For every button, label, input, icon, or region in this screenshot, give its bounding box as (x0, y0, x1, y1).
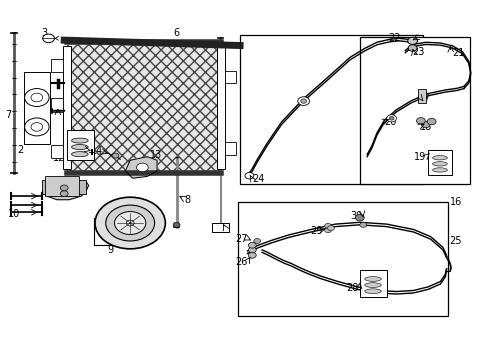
Text: 22: 22 (388, 33, 400, 43)
Text: 1: 1 (223, 225, 229, 235)
Circle shape (112, 153, 119, 158)
Bar (67, 130, 94, 160)
Text: 2: 2 (17, 144, 23, 154)
Bar (45, 176, 79, 196)
Bar (360, 37, 470, 184)
Circle shape (245, 172, 254, 179)
Bar (42, 180, 86, 194)
Circle shape (248, 242, 256, 248)
Circle shape (60, 185, 68, 191)
Text: 17: 17 (418, 93, 431, 103)
Ellipse shape (72, 152, 88, 157)
Ellipse shape (72, 144, 88, 149)
Text: 27: 27 (235, 234, 247, 244)
Text: 21: 21 (453, 48, 465, 58)
Bar (24, 72, 49, 144)
Circle shape (106, 205, 155, 241)
Bar (212, 223, 229, 232)
Text: 25: 25 (449, 236, 462, 246)
Text: 12: 12 (53, 153, 66, 163)
Circle shape (408, 45, 417, 51)
Circle shape (43, 34, 54, 42)
Text: 26: 26 (235, 257, 247, 267)
Circle shape (408, 37, 417, 44)
Circle shape (387, 115, 396, 122)
Circle shape (389, 117, 394, 120)
Circle shape (173, 222, 180, 227)
Text: 24: 24 (252, 174, 264, 184)
Bar (428, 149, 452, 175)
Text: 9: 9 (108, 245, 114, 255)
Circle shape (254, 238, 261, 243)
Text: 6: 6 (173, 28, 180, 38)
Text: 10: 10 (8, 209, 21, 219)
Circle shape (24, 89, 49, 107)
Bar (51, 59, 63, 72)
Ellipse shape (433, 156, 447, 160)
Text: 29: 29 (310, 226, 322, 236)
Circle shape (115, 212, 146, 234)
Text: 11: 11 (83, 144, 95, 154)
Circle shape (31, 93, 43, 102)
Bar (238, 202, 448, 316)
Circle shape (24, 118, 49, 136)
Circle shape (248, 247, 256, 253)
Circle shape (416, 118, 425, 124)
Text: 28: 28 (346, 283, 359, 293)
Bar (67, 42, 220, 173)
Bar (51, 145, 63, 158)
Ellipse shape (365, 283, 381, 287)
Ellipse shape (433, 162, 447, 166)
Bar (51, 98, 63, 112)
Circle shape (360, 222, 367, 227)
Text: 7: 7 (5, 111, 12, 121)
Text: 3: 3 (41, 28, 48, 38)
Text: 20: 20 (384, 117, 396, 127)
Circle shape (301, 99, 307, 103)
Circle shape (328, 226, 334, 230)
Text: 13: 13 (150, 150, 162, 160)
Polygon shape (125, 157, 157, 178)
Bar (225, 142, 236, 155)
Bar (217, 45, 225, 169)
Ellipse shape (365, 289, 381, 293)
Circle shape (325, 224, 331, 228)
Circle shape (31, 123, 43, 131)
Polygon shape (42, 182, 89, 200)
Circle shape (126, 220, 134, 226)
Circle shape (298, 97, 310, 105)
Ellipse shape (433, 168, 447, 172)
Text: 8: 8 (184, 195, 190, 205)
Circle shape (95, 197, 165, 249)
Bar (240, 35, 423, 184)
Text: 4: 4 (38, 82, 44, 92)
Text: 18: 18 (420, 122, 432, 132)
Bar (418, 89, 426, 103)
Bar (63, 45, 71, 169)
Text: 5: 5 (43, 109, 49, 119)
Text: 23: 23 (413, 46, 425, 57)
Circle shape (137, 163, 148, 172)
Circle shape (421, 121, 430, 128)
Text: 15: 15 (124, 225, 136, 235)
Text: 14: 14 (91, 146, 103, 156)
Circle shape (355, 215, 364, 221)
Bar (360, 270, 387, 297)
Circle shape (248, 252, 256, 258)
Bar (225, 71, 236, 83)
Ellipse shape (365, 276, 381, 281)
Circle shape (325, 228, 331, 233)
Text: 19: 19 (414, 152, 426, 162)
Text: 16: 16 (450, 197, 463, 207)
Bar (67, 42, 220, 173)
Circle shape (427, 118, 436, 125)
Text: 30: 30 (350, 211, 362, 221)
Circle shape (60, 191, 68, 197)
Ellipse shape (72, 138, 88, 143)
